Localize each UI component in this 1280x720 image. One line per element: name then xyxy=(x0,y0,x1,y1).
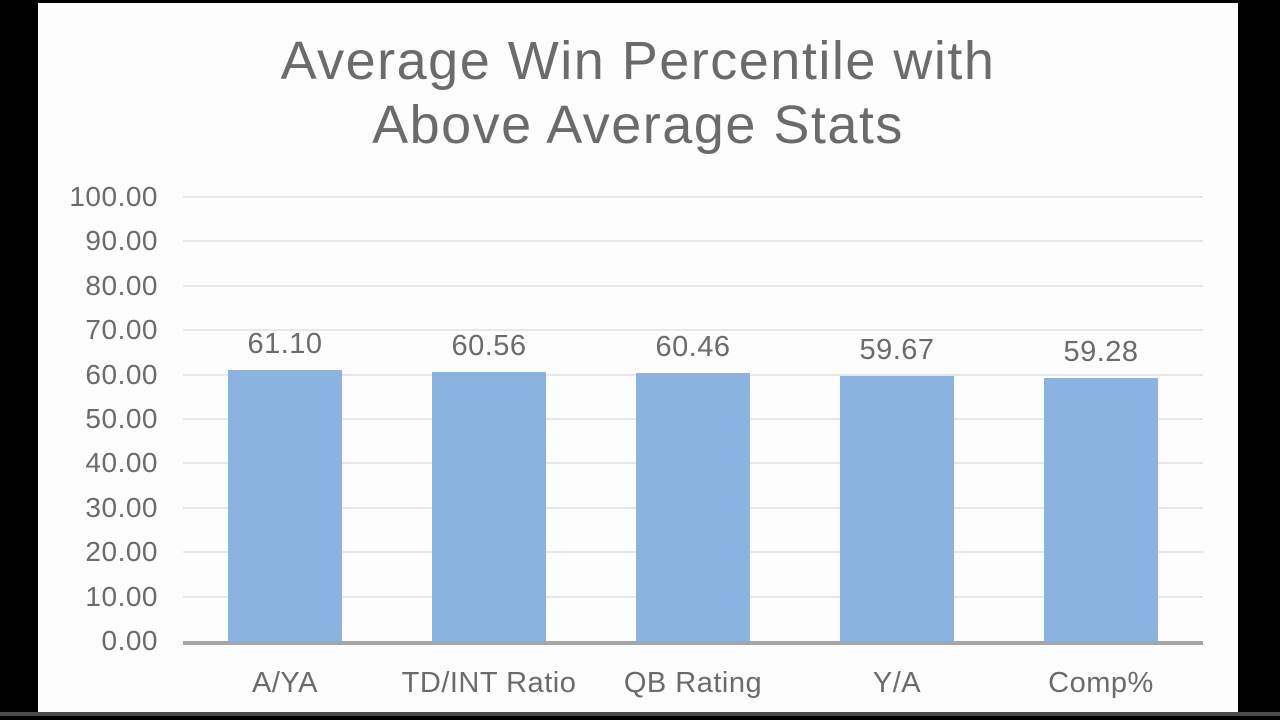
bar-comp xyxy=(1044,378,1158,641)
bottom-seam-line xyxy=(0,712,1280,716)
y-axis-tick-label: 50.00 xyxy=(85,403,158,434)
x-axis-category-label-y-a: Y/A xyxy=(872,667,922,699)
y-axis-tick-label: 30.00 xyxy=(85,491,158,523)
gridline xyxy=(183,196,1203,198)
gridline xyxy=(183,240,1203,243)
bar-value-label-a-ya: 61.10 xyxy=(247,328,323,360)
bar-value-label-qb-rating: 60.46 xyxy=(655,331,731,363)
bar-value-label-td-int-ratio: 60.56 xyxy=(451,330,527,362)
y-axis-tick-label: 60.00 xyxy=(85,358,158,390)
x-axis-category-label-a-ya: A/YA xyxy=(252,667,318,699)
bar-y-a xyxy=(840,376,954,641)
chart-title: Average Win Percentile with Above Averag… xyxy=(38,29,1238,157)
y-axis-tick-label: 70.00 xyxy=(85,314,158,346)
y-axis-tick-label: 20.00 xyxy=(85,536,158,568)
bar-value-label-y-a: 59.67 xyxy=(859,334,935,366)
bar-a-ya xyxy=(228,370,342,641)
plot-area: 100.00 90.00 80.00 70.00 60.00 50.00 40.00 30.0… xyxy=(38,3,1238,712)
x-axis-category-label-td-int-ratio: TD/INT Ratio xyxy=(401,667,577,699)
y-axis-tick-label: 90.00 xyxy=(85,225,158,257)
gridline xyxy=(183,284,1203,287)
y-axis-tick-label: 10.00 xyxy=(85,580,158,612)
chart-title-line-2: Above Average Stats xyxy=(372,95,904,155)
bar-td-int-ratio xyxy=(432,372,546,641)
slide: Average Win Percentile with Above Averag… xyxy=(38,3,1238,712)
gridline xyxy=(183,329,1203,332)
y-axis-tick-label: 100.00 xyxy=(69,181,158,212)
y-axis-tick-label: 80.00 xyxy=(85,269,158,301)
y-axis-tick-label: 40.00 xyxy=(85,447,158,479)
bar-qb-rating xyxy=(636,373,750,641)
bar-value-label-comp: 59.28 xyxy=(1063,336,1139,368)
chart-title-line-1: Average Win Percentile with xyxy=(280,31,996,91)
y-axis-tick-label: 0.00 xyxy=(101,625,158,656)
x-axis-category-label-qb-rating: QB Rating xyxy=(623,667,763,699)
x-axis-category-label-comp: Comp% xyxy=(1048,667,1154,699)
x-axis-line xyxy=(183,641,1203,645)
